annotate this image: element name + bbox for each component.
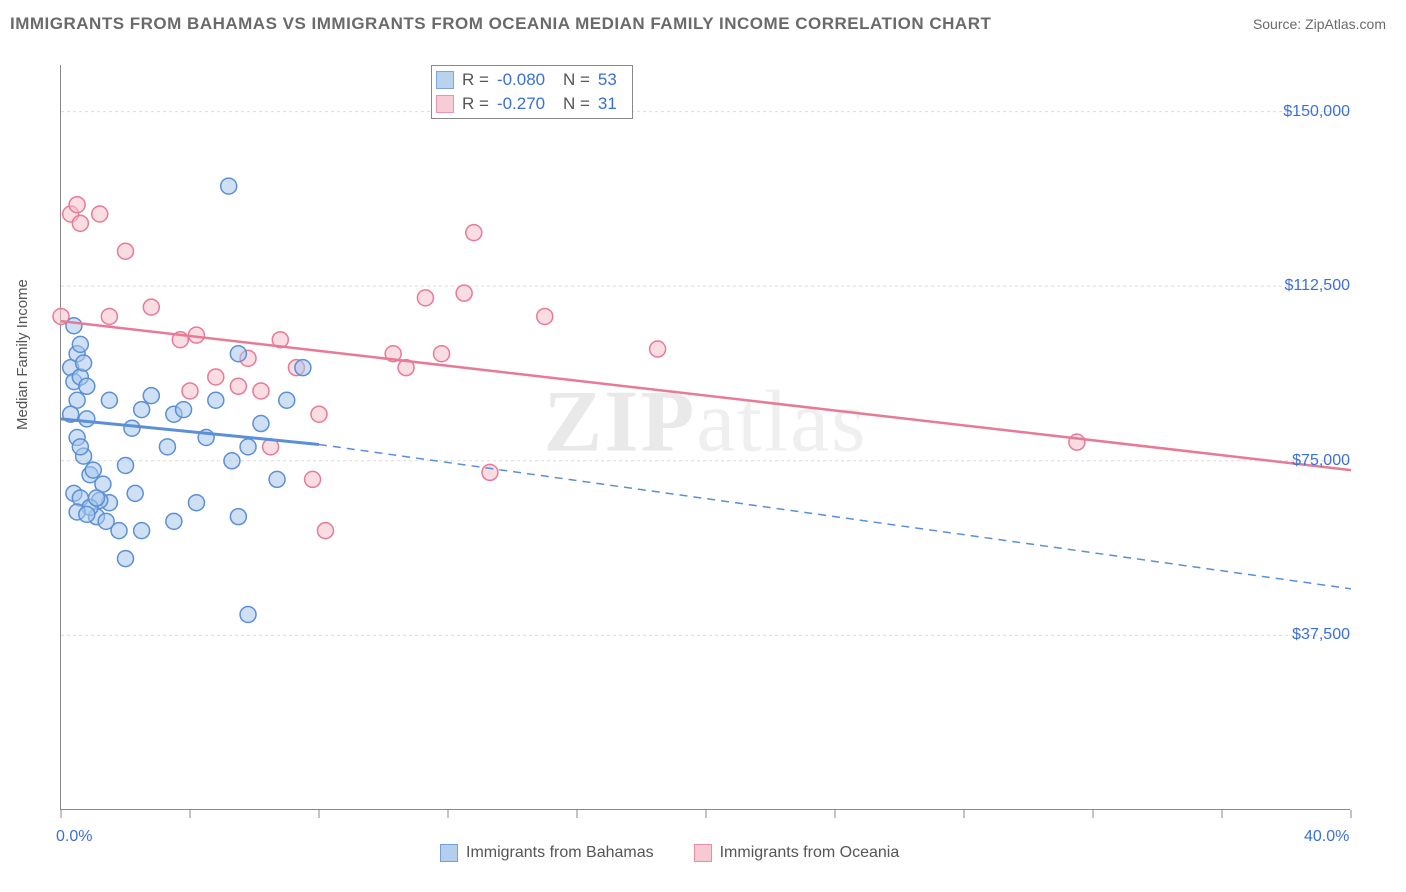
swatch-oceania bbox=[436, 95, 454, 113]
x-tick-label-right: 40.0% bbox=[1304, 828, 1349, 846]
legend-item-bahamas: Immigrants from Bahamas bbox=[440, 844, 654, 862]
chart-title: IMMIGRANTS FROM BAHAMAS VS IMMIGRANTS FR… bbox=[10, 14, 991, 34]
n-label: N = bbox=[563, 70, 590, 90]
n-value-bahamas: 53 bbox=[598, 70, 628, 90]
n-value-oceania: 31 bbox=[598, 94, 628, 114]
bottom-legend: Immigrants from Bahamas Immigrants from … bbox=[440, 844, 899, 862]
y-tick-label: $150,000 bbox=[1260, 103, 1350, 121]
plot-svg bbox=[61, 65, 1350, 809]
legend-label-oceania: Immigrants from Oceania bbox=[720, 844, 900, 862]
chart-source: Source: ZipAtlas.com bbox=[1253, 16, 1386, 32]
swatch-oceania bbox=[694, 844, 712, 862]
stats-row-oceania: R = -0.270 N = 31 bbox=[436, 92, 628, 116]
legend-item-oceania: Immigrants from Oceania bbox=[694, 844, 900, 862]
r-value-bahamas: -0.080 bbox=[497, 70, 555, 90]
r-value-oceania: -0.270 bbox=[497, 94, 555, 114]
swatch-bahamas bbox=[440, 844, 458, 862]
chart-header: IMMIGRANTS FROM BAHAMAS VS IMMIGRANTS FR… bbox=[10, 10, 1396, 42]
swatch-bahamas bbox=[436, 71, 454, 89]
y-tick-label: $75,000 bbox=[1260, 452, 1350, 470]
y-tick-label: $37,500 bbox=[1260, 626, 1350, 644]
legend-label-bahamas: Immigrants from Bahamas bbox=[466, 844, 654, 862]
stats-legend: R = -0.080 N = 53 R = -0.270 N = 31 bbox=[431, 65, 633, 119]
y-axis-label: Median Family Income bbox=[14, 279, 31, 430]
r-label: R = bbox=[462, 70, 489, 90]
stats-row-bahamas: R = -0.080 N = 53 bbox=[436, 68, 628, 92]
r-label: R = bbox=[462, 94, 489, 114]
y-tick-label: $112,500 bbox=[1260, 277, 1350, 295]
plot-area: ZIPatlas R = -0.080 N = 53 R = -0.270 N … bbox=[60, 65, 1350, 810]
correlation-chart: IMMIGRANTS FROM BAHAMAS VS IMMIGRANTS FR… bbox=[10, 10, 1396, 882]
n-label: N = bbox=[563, 94, 590, 114]
x-tick-label-left: 0.0% bbox=[56, 828, 92, 846]
